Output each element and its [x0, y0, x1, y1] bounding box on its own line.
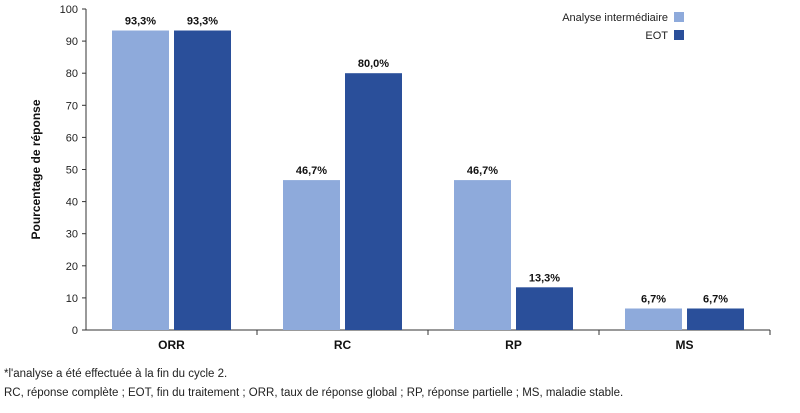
- y-tick-label: 80: [66, 68, 78, 80]
- legend-swatch: [674, 30, 684, 40]
- bar-orr-s0: [112, 30, 169, 331]
- legend-swatch: [674, 12, 684, 22]
- bar-chart: 0 10 20 30 40 50 60 70 80 90 100 Pourcentage de rép…: [29, 4, 771, 352]
- data-label: 80,0%: [358, 58, 389, 70]
- y-tick-label: 60: [66, 132, 78, 144]
- bar-rp-s0: [454, 180, 511, 330]
- bar-rc-s0: [283, 180, 340, 330]
- chart-labels: 93,3% 93,3% 46,7% 80,0% 46,7% 13,3% 6,7% 6,7%: [125, 16, 728, 306]
- x-category-label: ORR: [158, 338, 185, 352]
- y-tick-label: 70: [66, 100, 78, 112]
- chart-axes: 0 10 20 30 40 50 60 70 80 90 100 Pourcentage de rép…: [29, 4, 771, 352]
- bar-rp-s1: [516, 287, 573, 330]
- chart-legend: Analyse intermédiaire EOT: [562, 12, 684, 42]
- bar-rc-s1: [345, 73, 402, 330]
- y-tick-label: 40: [66, 197, 78, 209]
- bar-ms-s0: [625, 308, 682, 330]
- x-category-label: RC: [334, 338, 352, 352]
- data-label: 13,3%: [529, 272, 560, 284]
- bar-ms-s1: [687, 308, 744, 330]
- data-label: 6,7%: [703, 293, 728, 305]
- y-tick-label: 30: [66, 229, 78, 241]
- y-tick-label: 50: [66, 165, 78, 177]
- x-category-label: RP: [505, 338, 522, 352]
- legend-label: Analyse intermédiaire: [562, 12, 668, 24]
- footnote-analysis: *l'analyse a été effectuée à la fin du c…: [4, 368, 228, 380]
- bar-orr-s1: [174, 30, 231, 331]
- legend-label: EOT: [645, 30, 668, 42]
- y-tick-label: 90: [66, 36, 78, 48]
- y-tick-label: 0: [72, 325, 78, 337]
- chart-bars: [112, 30, 744, 331]
- y-axis-title: Pourcentage de réponse: [29, 99, 43, 239]
- x-category-label: MS: [676, 338, 694, 352]
- y-tick-label: 100: [60, 4, 78, 16]
- data-label: 93,3%: [125, 16, 156, 28]
- data-label: 93,3%: [187, 16, 218, 28]
- data-label: 46,7%: [296, 165, 327, 177]
- data-label: 46,7%: [467, 165, 498, 177]
- y-tick-label: 20: [66, 261, 78, 273]
- y-tick-label: 10: [66, 293, 78, 305]
- data-label: 6,7%: [641, 293, 666, 305]
- footnote-abbreviations: RC, réponse complète ; EOT, fin du trait…: [4, 387, 624, 399]
